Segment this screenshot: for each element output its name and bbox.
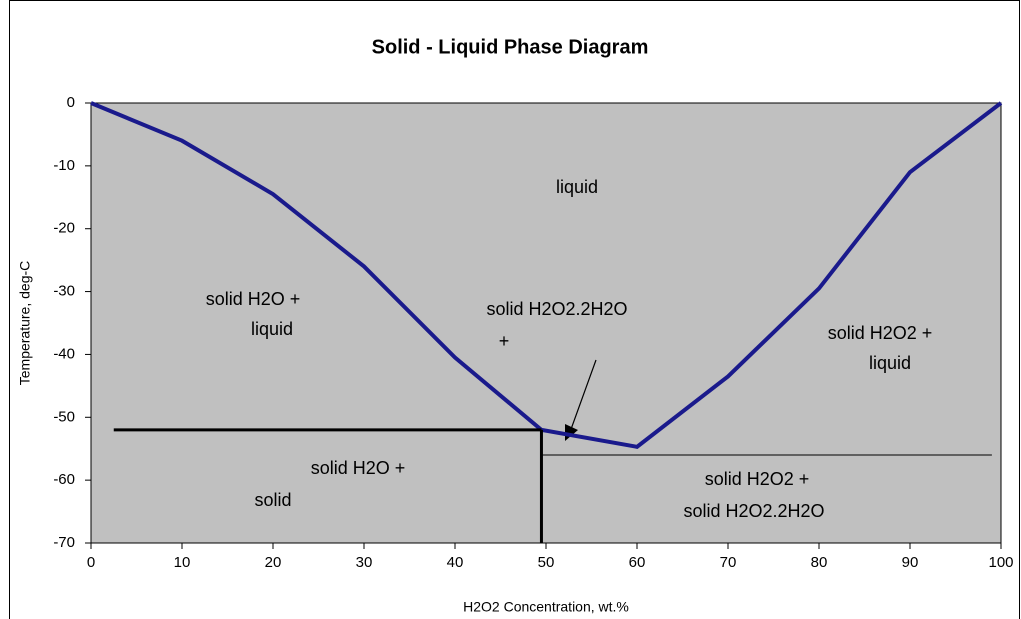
y-tick-label: -30 [53,283,75,300]
x-axis-label: H2O2 Concentration, wt.% [463,599,629,615]
annotation: + [499,331,510,351]
x-tick-label: 100 [988,554,1013,571]
annotation: solid H2O + [311,458,406,478]
chart-title: Solid - Liquid Phase Diagram [372,36,649,58]
x-tick-label: 30 [356,554,373,571]
annotation: solid H2O2.2H2O [486,299,627,319]
annotation: liquid [556,177,598,197]
y-tick-label: -50 [53,408,75,425]
x-tick-label: 80 [811,554,828,571]
x-tick-label: 50 [538,554,555,571]
y-tick-label: -20 [53,220,75,237]
y-tick-label: 0 [67,94,75,111]
y-tick-label: -40 [53,345,75,362]
x-tick-label: 90 [902,554,919,571]
annotation: liquid [869,353,911,373]
x-tick-label: 20 [265,554,282,571]
annotation: solid H2O2 + [705,469,810,489]
y-tick-label: -60 [53,471,75,488]
x-tick-label: 0 [87,554,95,571]
y-axis-label: Temperature, deg-C [17,261,33,386]
y-tick-label: -70 [53,534,75,551]
annotation: solid H2O2.2H2O [683,501,824,521]
x-tick-label: 60 [629,554,646,571]
arrow-head [565,424,578,441]
y-tick-label: -10 [53,157,75,174]
arrow-line [569,359,597,433]
annotation: solid H2O2 + [828,323,933,343]
annotation: solid H2O + [206,289,301,309]
x-tick-label: 70 [720,554,737,571]
annotation: solid [254,490,291,510]
x-tick-label: 40 [447,554,464,571]
x-tick-label: 10 [174,554,191,571]
annotation: liquid [251,319,293,339]
